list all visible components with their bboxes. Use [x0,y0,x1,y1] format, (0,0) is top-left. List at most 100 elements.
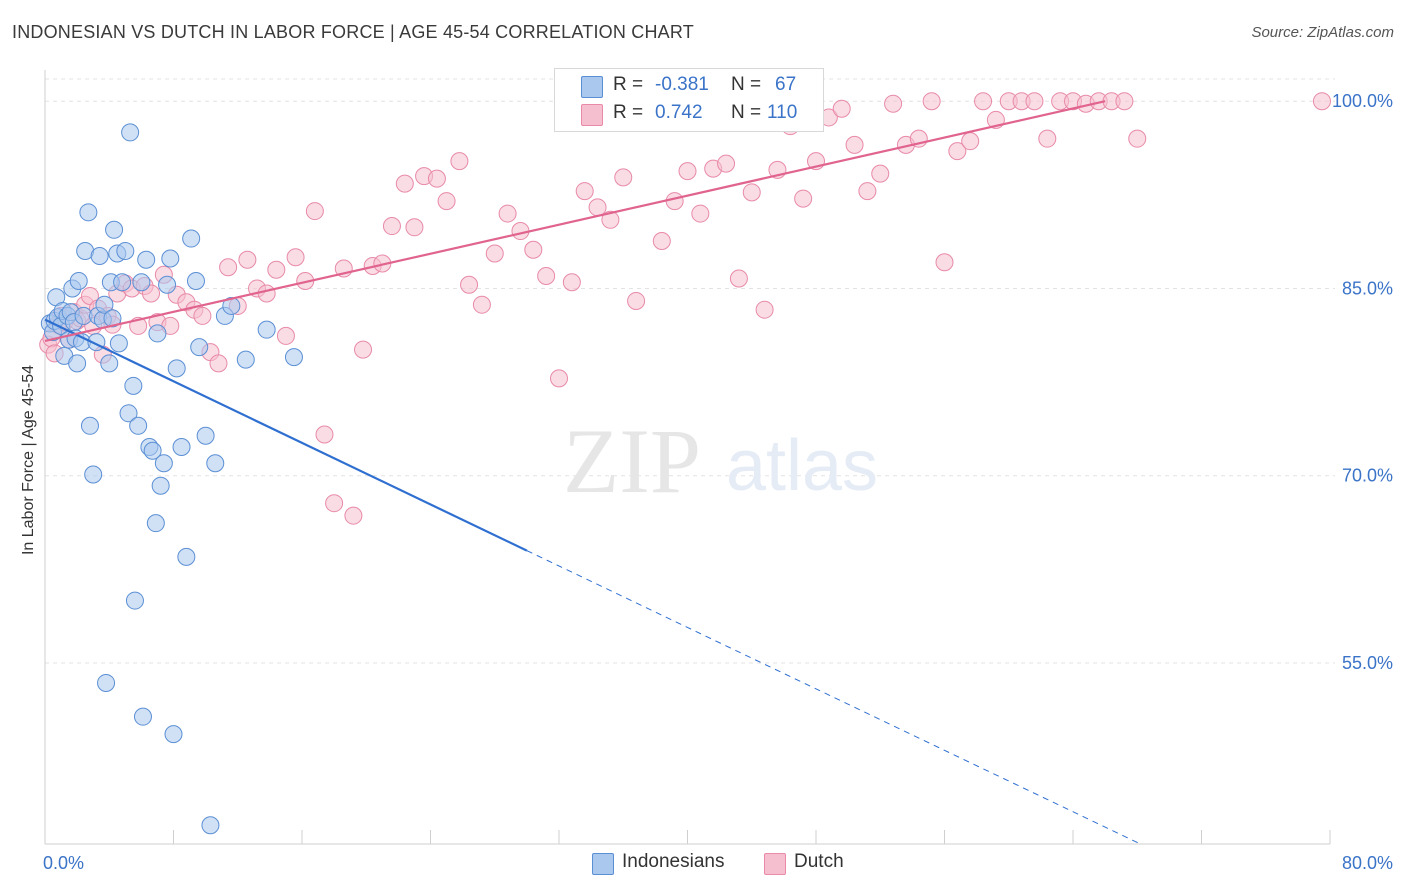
dutch-point [652,232,671,251]
indonesians-point [69,271,88,290]
indonesians-trend-extension [526,550,1141,845]
stats-row-dutch: R = 0.742 N = 110 [555,101,823,129]
y-tick-label: 85.0% [1342,278,1393,298]
y-tick-label: 55.0% [1342,653,1393,673]
dutch-point [935,253,954,272]
indonesians-point [105,220,124,239]
indonesians-point [206,454,225,473]
dutch-point [601,210,620,229]
indonesians-point [103,309,122,328]
zipatlas-watermark: ZIP atlas [563,410,878,512]
dutch-point [1312,92,1331,111]
indonesians-point [90,247,109,266]
dutch-point [325,494,344,513]
dutch-point [209,354,228,373]
indonesians-point [124,376,143,395]
indonesians-point [80,416,99,435]
dutch-point [498,204,517,223]
dutch-point [717,154,736,173]
legend-label-indonesians: Indonesians [622,851,725,872]
indonesians-point [167,359,186,378]
indonesians-point [201,816,220,835]
dutch-point [437,192,456,211]
regression-lines [44,100,1141,845]
dutch-point [678,162,697,181]
indonesians-point [148,324,167,343]
dutch-point [305,202,324,221]
indonesians-point [161,249,180,268]
r-label: R = [613,102,644,123]
dutch-point [845,135,864,154]
chart-title: INDONESIAN VS DUTCH IN LABOR FORCE | AGE… [12,22,694,42]
dutch-point [948,142,967,161]
indonesians-point [132,273,151,292]
indonesians-point [236,350,255,369]
indonesians-swatch [581,76,603,98]
dutch-point [267,260,286,279]
indonesians-point [143,441,162,460]
dutch-point [315,425,334,444]
dutch-point [884,94,903,113]
dutch-point [219,258,238,277]
dutch-point [794,189,813,208]
axes [44,70,1331,845]
indonesians-point [222,296,241,315]
dutch-point [562,273,581,292]
indonesians-point [154,454,173,473]
dutch-point [537,266,556,285]
indonesians-point [100,354,119,373]
dutch-point [1128,129,1147,148]
indonesians-point [284,348,303,367]
dutch-point [1038,129,1057,148]
indonesians-point [68,354,87,373]
y-tick-label: 100.0% [1332,91,1393,111]
dutch-point [627,291,646,310]
dutch-point [665,192,684,211]
x-tick-label: 0.0% [43,853,84,873]
dutch-point [405,218,424,237]
dutch-legend-swatch [764,853,786,875]
dutch-point [460,275,479,294]
indonesians-point [158,275,177,294]
dutch-point [1025,92,1044,111]
series-legend: Indonesians Dutch [0,851,1406,877]
dutch-point [550,369,568,388]
dutch-point [742,183,761,202]
dutch-point [832,99,851,118]
dutch-point [193,306,212,325]
dutch-point [354,340,373,359]
dutch-point [1115,92,1134,111]
dutch-point [344,506,363,525]
r-label: R = [613,74,644,95]
indonesians-point [177,547,196,566]
dutch-point [427,169,446,188]
dutch-point [588,198,607,217]
dutch-point [524,240,543,259]
dutch-point [961,132,980,151]
dutch-point [382,217,401,236]
dutch-point [922,92,941,111]
indonesians-point [121,123,140,142]
x-tick-label: 80.0% [1342,853,1393,873]
dutch-point [755,300,774,319]
tick-labels: 55.0% 70.0% 85.0% 100.0% 0.0% 80.0% [43,91,1393,873]
indonesians-point [109,334,128,353]
dutch-point [450,152,469,171]
watermark-zip: ZIP [563,410,701,512]
n-label: N = [731,102,762,123]
y-tick-label: 70.0% [1342,466,1393,486]
dutch-point [472,295,491,314]
dutch-point [691,204,710,223]
indonesians-point [172,438,191,457]
r-value: 0.742 [655,102,703,123]
n-value: 110 [767,102,798,123]
dutch-point [395,174,414,193]
indonesians-point [182,229,201,248]
dutch-point [286,248,305,267]
watermark-atlas: atlas [726,426,878,506]
indonesians-point [137,250,156,269]
n-value: 67 [775,74,797,95]
dutch-point [858,182,877,201]
indonesians-point [84,465,103,484]
dutch-point [276,326,295,345]
